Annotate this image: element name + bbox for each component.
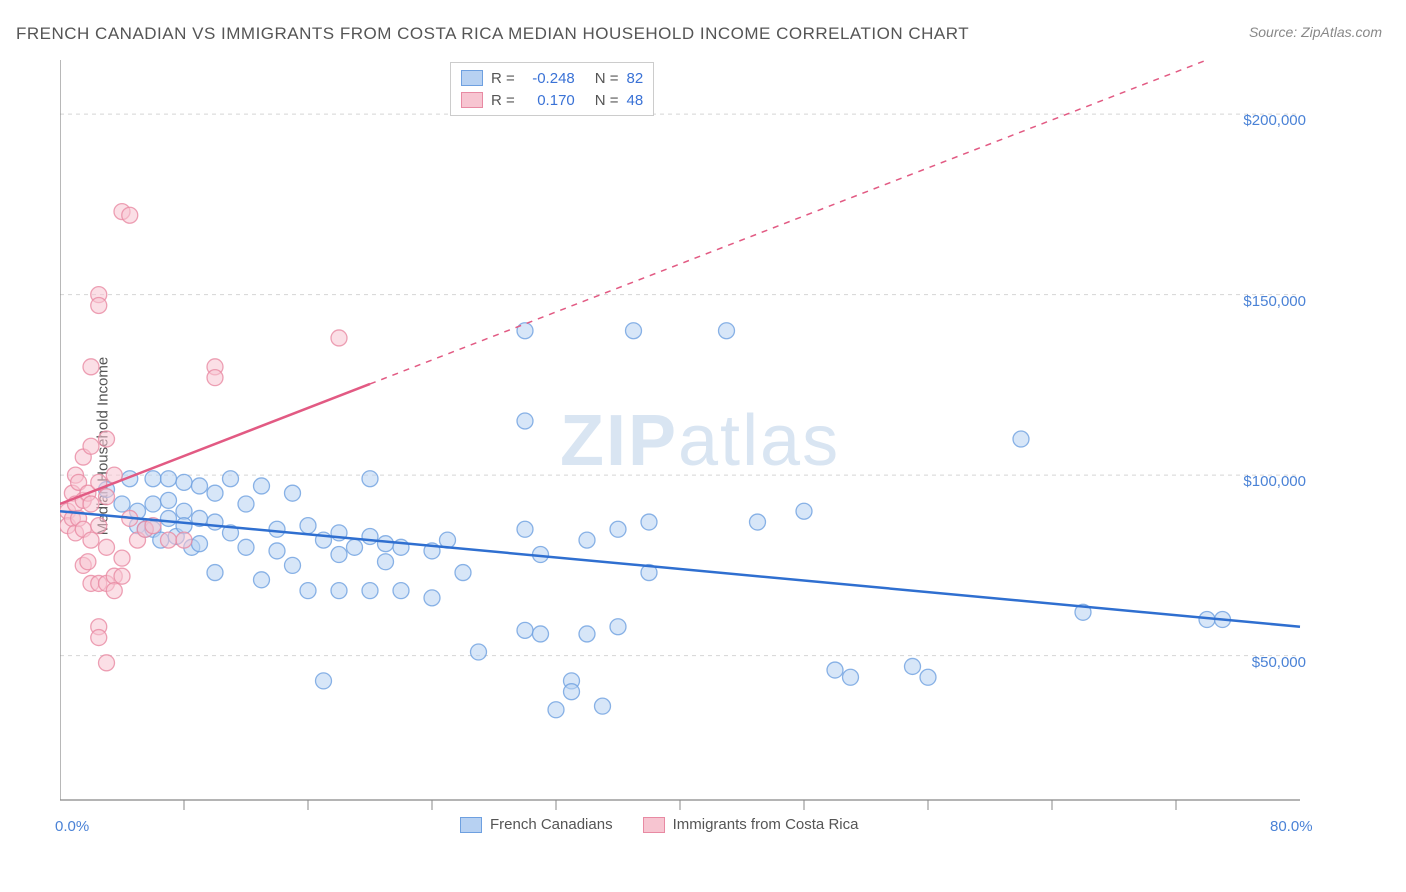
r-label: R = xyxy=(491,70,515,87)
scatter-plot: ZIPatlas xyxy=(60,60,1380,820)
chart-svg xyxy=(60,60,1380,820)
n-value: 82 xyxy=(627,70,644,87)
n-value: 48 xyxy=(627,92,644,109)
legend-row: R = -0.248 N = 82 xyxy=(461,67,643,89)
legend-label: French Canadians xyxy=(490,816,613,833)
y-tick-label: $50,000 xyxy=(1252,654,1306,671)
legend-label: Immigrants from Costa Rica xyxy=(673,816,859,833)
y-tick-label: $150,000 xyxy=(1243,293,1306,310)
legend-swatch xyxy=(460,817,482,833)
x-axis-start-label: 0.0% xyxy=(55,818,89,835)
y-tick-label: $200,000 xyxy=(1243,112,1306,129)
r-value: -0.248 xyxy=(523,70,575,87)
source-attribution: Source: ZipAtlas.com xyxy=(1249,24,1382,40)
legend-swatch xyxy=(643,817,665,833)
legend-swatch xyxy=(461,92,483,108)
legend-item: French Canadians xyxy=(460,816,613,833)
legend-item: Immigrants from Costa Rica xyxy=(643,816,859,833)
n-label: N = xyxy=(595,70,619,87)
y-tick-label: $100,000 xyxy=(1243,473,1306,490)
r-value: 0.170 xyxy=(523,92,575,109)
correlation-legend: R = -0.248 N = 82 R = 0.170 N = 48 xyxy=(450,62,654,116)
r-label: R = xyxy=(491,92,515,109)
legend-swatch xyxy=(461,70,483,86)
x-axis-end-label: 80.0% xyxy=(1270,818,1313,835)
legend-row: R = 0.170 N = 48 xyxy=(461,89,643,111)
chart-title: FRENCH CANADIAN VS IMMIGRANTS FROM COSTA… xyxy=(16,24,969,44)
series-legend: French Canadians Immigrants from Costa Ri… xyxy=(460,816,858,833)
n-label: N = xyxy=(595,92,619,109)
